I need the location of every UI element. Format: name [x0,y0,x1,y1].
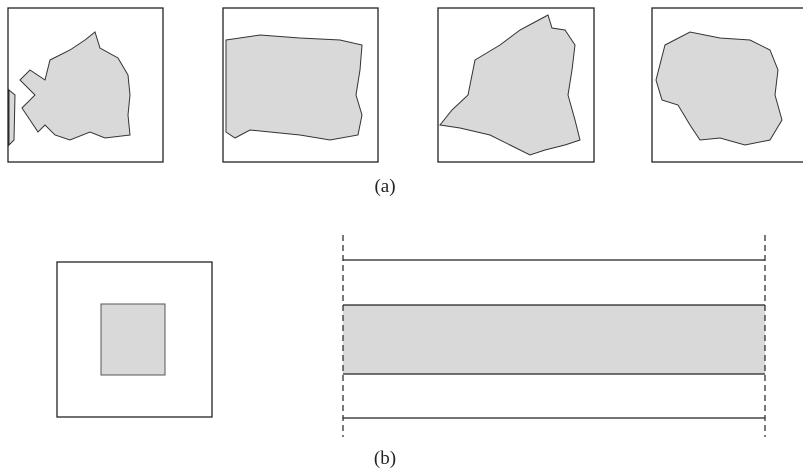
panel-frame [7,7,164,163]
square-region [100,303,166,376]
panel-frame [222,7,379,163]
region [19,31,131,141]
panel-a4 [651,7,803,163]
region [8,88,16,147]
region [225,34,363,141]
strip-lines [343,259,765,419]
panel-a3 [437,7,595,163]
periodic-boundaries [342,235,766,437]
caption-a: (a) [374,176,395,197]
panel-a2 [222,7,379,163]
caption-b: (b) [374,448,396,469]
panel-frame [437,7,595,163]
strip-region [343,305,765,374]
region [655,31,783,146]
panel-a1 [7,7,164,163]
region [439,14,581,156]
square-frame [56,261,213,418]
panel-frame [651,7,803,163]
